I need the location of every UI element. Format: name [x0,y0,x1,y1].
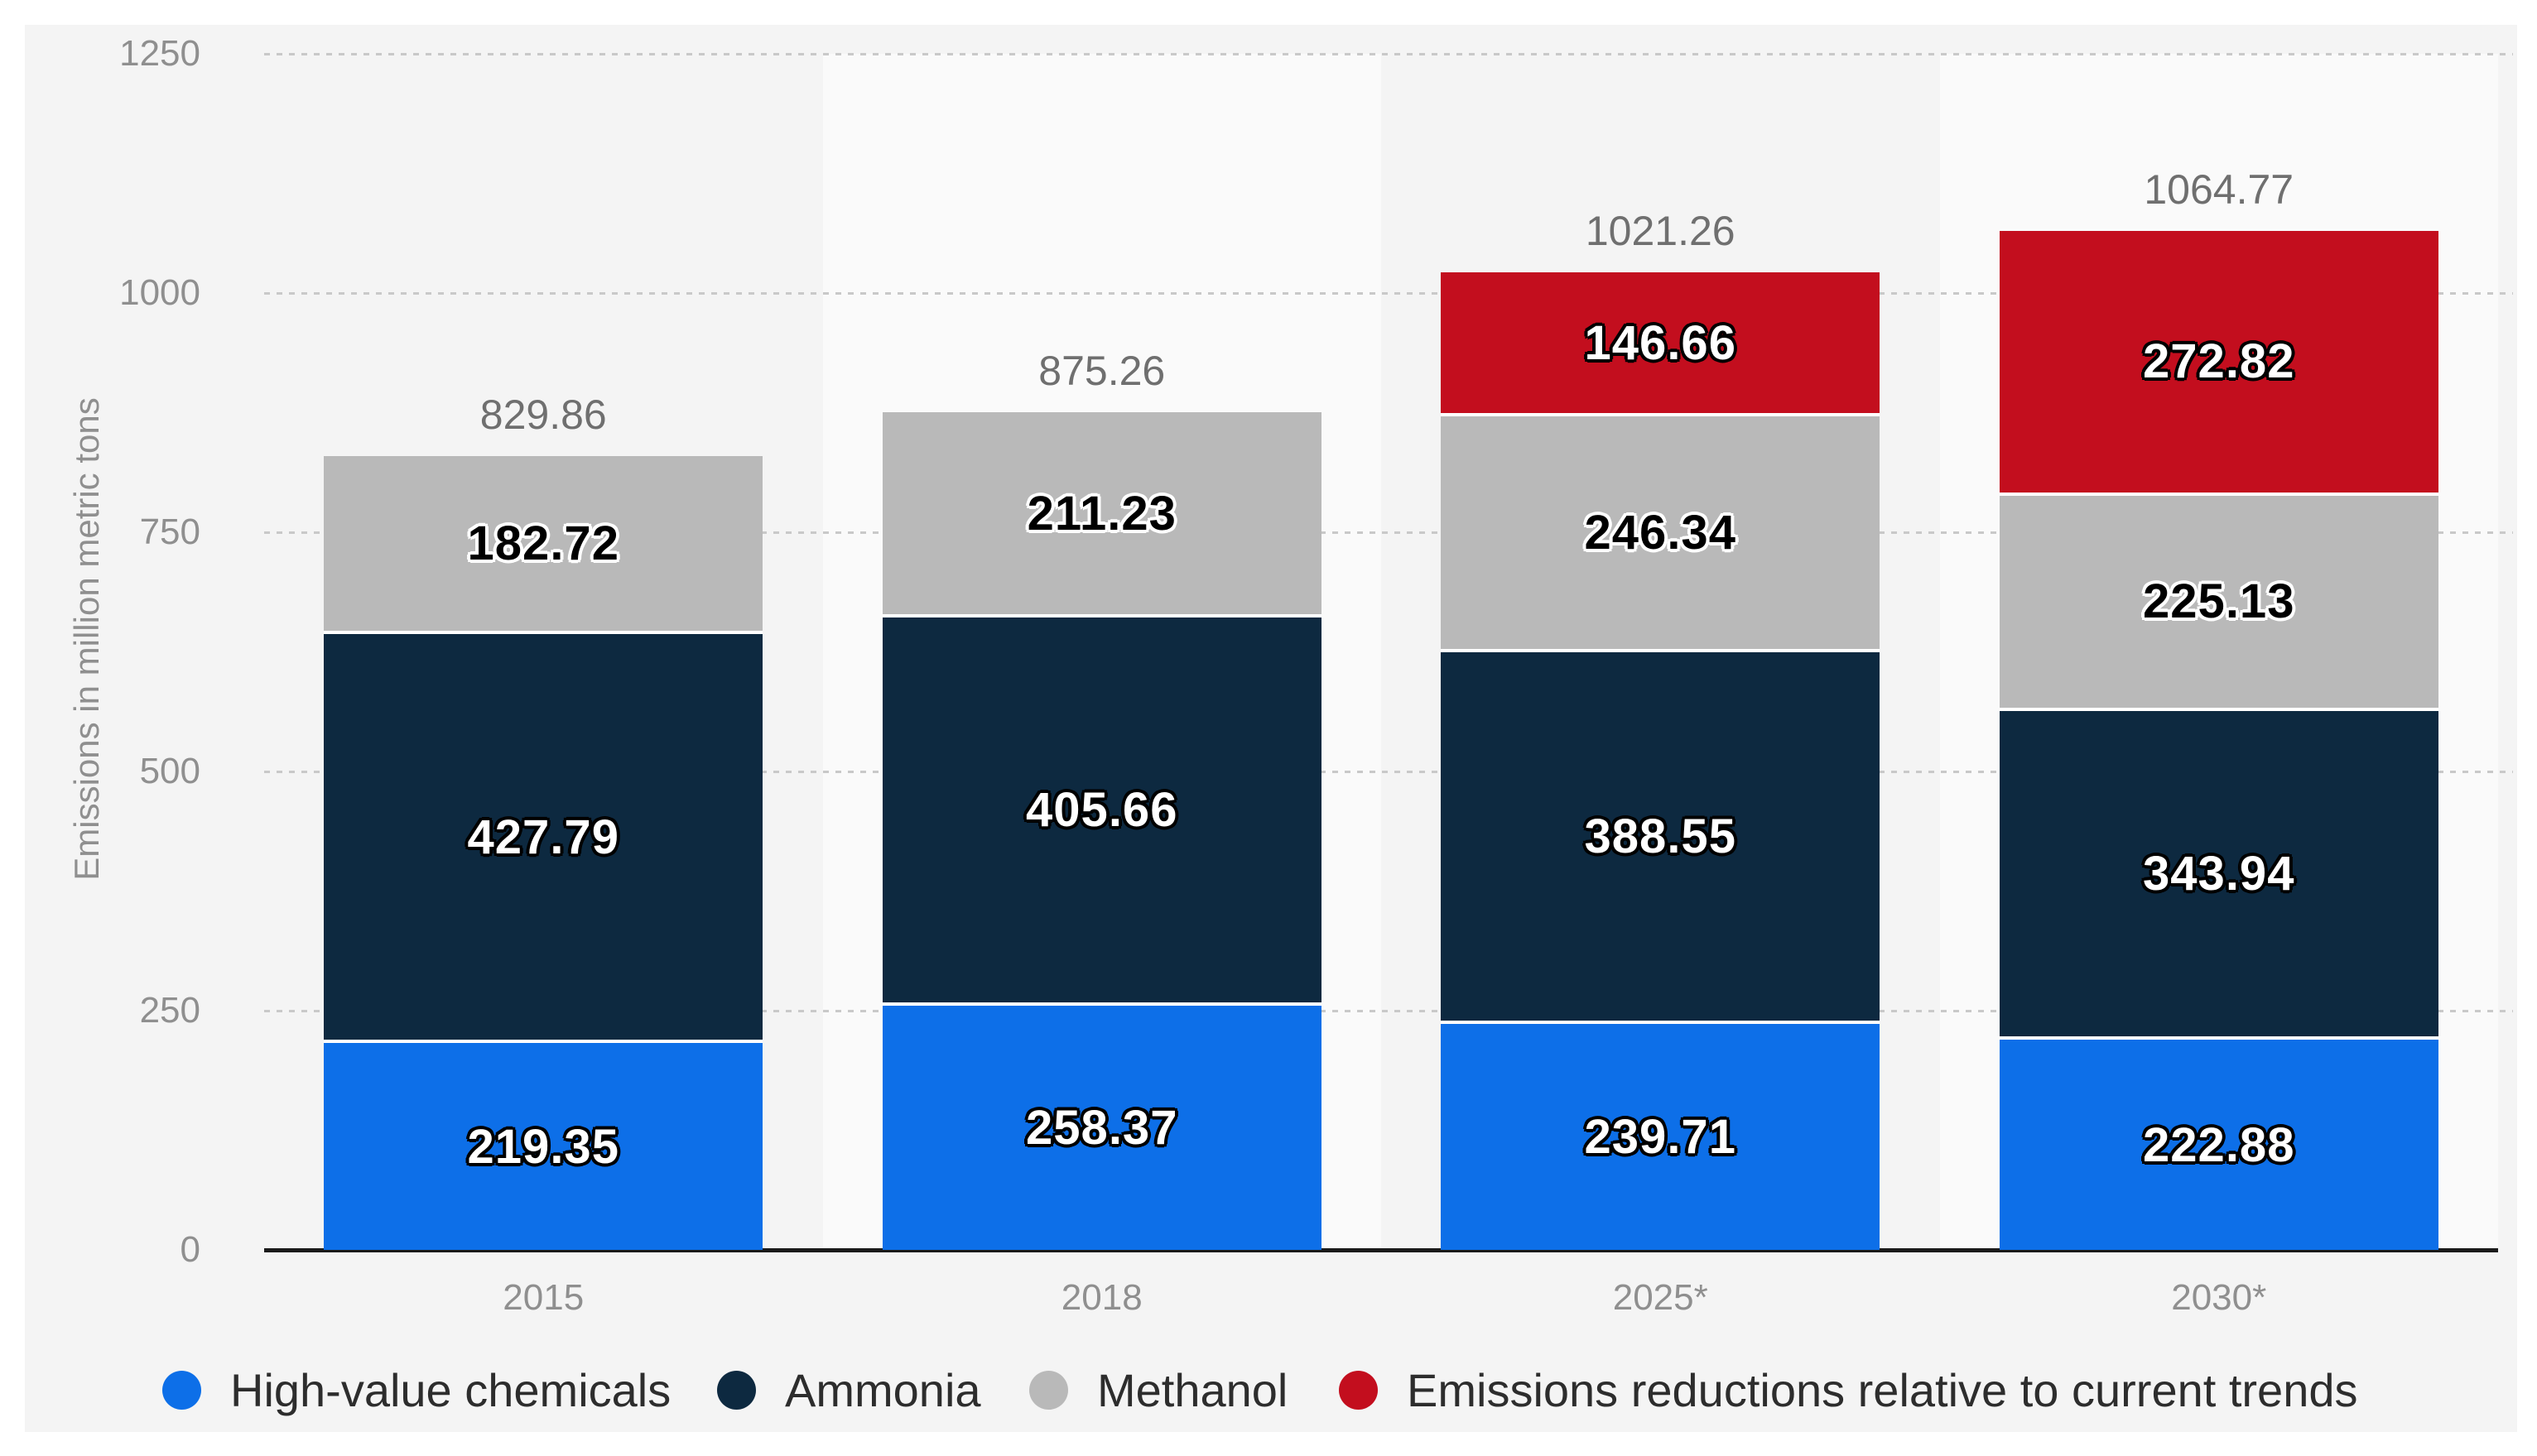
legend-label: High-value chemicals [230,1363,672,1416]
gridline [264,291,2513,295]
y-tick-label: 1250 [119,33,200,74]
segment-value-label: 211.23 [1027,486,1177,541]
bar-segment[interactable]: 258.37 [882,1002,1321,1250]
legend-label: Emissions reductions relative to current… [1407,1363,2358,1416]
gridline [264,531,2513,534]
bar-segment[interactable]: 225.13 [1999,492,2438,708]
segment-value-label: 219.35 [467,1119,619,1174]
bar-segment[interactable]: 211.23 [882,412,1321,615]
bar-segment[interactable]: 182.72 [324,455,763,631]
bar-segment[interactable]: 388.55 [1441,648,1880,1021]
segment-value-label: 343.94 [2143,847,2295,901]
bar-total-label: 875.26 [1038,348,1166,395]
segment-value-label: 146.66 [1584,315,1736,370]
legend-color-dot [717,1370,756,1410]
bar-segment[interactable]: 427.79 [324,630,763,1040]
stacked-bar: 146.66 246.34 388.55 239.71 [1441,272,1880,1250]
y-tick-label: 750 [139,512,200,552]
y-tick-label: 250 [139,990,200,1031]
legend-item: Methanol [1029,1364,1288,1416]
gridline [264,1009,2513,1012]
segment-value-label: 388.55 [1584,809,1736,863]
stacked-bar: 272.82 225.13 343.94 222.88 [1999,231,2438,1250]
legend-label: Ammonia [785,1363,981,1416]
x-axis-category-label: 2030* [2171,1277,2267,1318]
x-axis-category-label: 2018 [1061,1277,1143,1318]
bar-segment[interactable]: 246.34 [1441,412,1880,649]
y-axis-title: Emissions in million metric tons [67,397,106,881]
y-tick-label: 500 [139,751,200,791]
segment-value-label: 225.13 [2143,574,2295,629]
bar-segment[interactable]: 239.71 [1441,1020,1880,1250]
legend-item: Ammonia [717,1364,981,1416]
segment-value-label: 222.88 [2143,1117,2295,1172]
bar-segment[interactable]: 343.94 [1999,707,2438,1037]
segment-value-label: 182.72 [467,516,619,570]
segment-value-label: 427.79 [467,810,619,864]
bar-segment[interactable]: 405.66 [882,614,1321,1003]
bar-total-label: 829.86 [479,391,607,438]
segment-value-label: 272.82 [2143,334,2295,389]
bar-segment[interactable]: 146.66 [1441,272,1880,413]
x-axis-line [264,1248,2498,1252]
stacked-bar: 182.72 427.79 219.35 [324,455,763,1250]
segment-value-label: 246.34 [1584,505,1736,560]
segment-value-label: 239.71 [1584,1109,1736,1164]
bar-segment[interactable]: 219.35 [324,1040,763,1250]
gridline [264,52,2513,55]
bar-segment[interactable]: 222.88 [1999,1036,2438,1250]
segment-value-label: 258.37 [1026,1101,1178,1156]
x-axis-category-label: 2015 [503,1277,585,1318]
gridline [264,770,2513,773]
segment-value-label: 405.66 [1026,783,1178,838]
y-tick-label: 1000 [119,272,200,313]
y-tick-label: 0 [180,1229,200,1270]
bar-total-label: 1021.26 [1585,208,1735,255]
legend-item: Emissions reductions relative to current… [1339,1364,2358,1416]
legend-color-dot [162,1370,201,1410]
bar-segment[interactable]: 272.82 [1999,231,2438,493]
bar-total-label: 1064.77 [2144,166,2294,214]
stacked-bar: 211.23 405.66 258.37 [882,412,1321,1250]
x-axis-category-label: 2025* [1612,1277,1708,1318]
legend-label: Methanol [1097,1363,1288,1416]
legend-color-dot [1339,1370,1378,1410]
legend-item: High-value chemicals [162,1364,671,1416]
legend-color-dot [1029,1370,1068,1410]
